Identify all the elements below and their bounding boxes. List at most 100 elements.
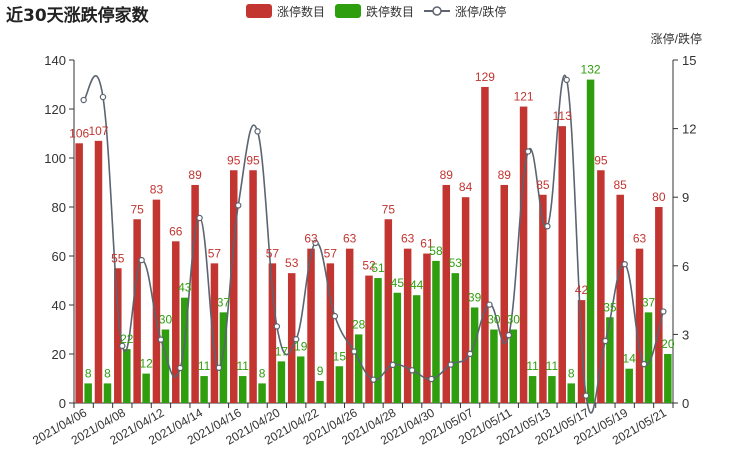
ratio-point[interactable] xyxy=(408,367,416,374)
bar-up[interactable] xyxy=(326,263,335,403)
bar-down[interactable] xyxy=(296,356,305,403)
bar-up[interactable] xyxy=(500,184,509,403)
bar-down[interactable] xyxy=(354,334,363,403)
ratio-point[interactable] xyxy=(447,361,454,368)
ratio-point[interactable] xyxy=(312,239,319,247)
ratio-point[interactable] xyxy=(157,336,165,343)
ratio-point[interactable] xyxy=(370,376,377,383)
bar-down[interactable] xyxy=(335,366,344,403)
bar-down[interactable] xyxy=(258,383,266,403)
ratio-point[interactable] xyxy=(563,76,570,84)
bar-down-label: 11 xyxy=(237,359,250,373)
bar-down[interactable] xyxy=(161,329,170,404)
bar-up[interactable] xyxy=(539,194,547,403)
bar-down[interactable] xyxy=(432,260,440,403)
ratio-point[interactable] xyxy=(621,260,628,268)
bar-down[interactable] xyxy=(412,295,421,403)
bar-up[interactable] xyxy=(365,275,373,403)
bar-down[interactable] xyxy=(548,376,556,403)
bar-up[interactable] xyxy=(461,197,470,403)
bar-up[interactable] xyxy=(152,199,161,403)
ratio-point[interactable] xyxy=(466,350,474,358)
bar-down[interactable] xyxy=(567,383,575,403)
bar-up[interactable] xyxy=(423,253,431,403)
bar-up[interactable] xyxy=(172,241,180,403)
bar-up[interactable] xyxy=(616,194,624,403)
bar-up[interactable] xyxy=(558,126,566,404)
ratio-point[interactable] xyxy=(254,128,261,135)
ratio-point[interactable] xyxy=(235,202,242,209)
bar-down-label: 12 xyxy=(139,357,153,371)
bar-up[interactable] xyxy=(114,268,122,403)
ratio-point[interactable] xyxy=(602,337,609,345)
bar-down[interactable] xyxy=(451,273,460,403)
ratio-point[interactable] xyxy=(138,256,145,264)
ratio-line-group xyxy=(80,74,667,414)
bar-up[interactable] xyxy=(210,263,219,403)
ratio-point[interactable] xyxy=(428,375,435,383)
bar-down[interactable] xyxy=(490,329,498,404)
bar-down[interactable] xyxy=(664,354,672,403)
ratio-point[interactable] xyxy=(119,342,126,350)
legend-item-ratio[interactable]: 涨停/跌停 xyxy=(424,4,506,19)
bar-down[interactable] xyxy=(219,312,228,403)
bar-down[interactable] xyxy=(200,376,208,403)
bar-up[interactable] xyxy=(229,170,238,403)
bar-down[interactable] xyxy=(374,278,382,403)
bar-down[interactable] xyxy=(625,368,633,403)
bar-down[interactable] xyxy=(644,312,653,403)
ratio-point[interactable] xyxy=(273,323,281,330)
bar-up[interactable] xyxy=(75,143,83,404)
bar-down[interactable] xyxy=(103,383,112,403)
bar-up[interactable] xyxy=(268,263,277,403)
bar-down[interactable] xyxy=(277,361,286,403)
legend-item-down[interactable]: 跌停数目 xyxy=(335,4,414,19)
legend-item-up[interactable]: 涨停数目 xyxy=(246,4,325,19)
bar-down-label: 30 xyxy=(159,313,173,327)
bar-down[interactable] xyxy=(316,380,324,403)
ratio-point[interactable] xyxy=(80,96,87,104)
ratio-point[interactable] xyxy=(582,392,590,399)
bar-up[interactable] xyxy=(481,86,489,403)
bar-down[interactable] xyxy=(238,376,247,403)
bar-up[interactable] xyxy=(249,170,257,403)
bar-down[interactable] xyxy=(509,329,518,404)
bar-down[interactable] xyxy=(586,79,595,403)
bar-up[interactable] xyxy=(655,207,663,403)
ratio-point[interactable] xyxy=(524,148,532,155)
ratio-point[interactable] xyxy=(389,361,397,369)
bar-up[interactable] xyxy=(597,170,605,403)
ratio-point[interactable] xyxy=(196,214,203,222)
ratio-point[interactable] xyxy=(177,364,184,372)
bar-up[interactable] xyxy=(345,248,354,403)
ratio-point[interactable] xyxy=(331,312,339,320)
bar-up[interactable] xyxy=(519,106,528,404)
ratio-point[interactable] xyxy=(350,348,358,355)
bar-up[interactable] xyxy=(307,248,315,403)
bar-down[interactable] xyxy=(123,349,131,403)
bar-up[interactable] xyxy=(94,140,103,403)
ratio-point[interactable] xyxy=(544,223,551,230)
ratio-point[interactable] xyxy=(640,360,648,368)
bar-up[interactable] xyxy=(403,248,412,403)
ratio-point[interactable] xyxy=(486,301,493,308)
ratio-point[interactable] xyxy=(505,331,512,339)
ratio-point[interactable] xyxy=(293,336,300,343)
bar-down[interactable] xyxy=(528,376,537,403)
bar-down[interactable] xyxy=(181,297,189,403)
bar-down[interactable] xyxy=(84,383,92,403)
ratio-point[interactable] xyxy=(215,364,223,371)
bar-up[interactable] xyxy=(384,219,393,403)
bar-down[interactable] xyxy=(470,307,479,403)
bar-up[interactable] xyxy=(635,248,644,403)
ratio-point[interactable] xyxy=(660,308,667,315)
bar-up[interactable] xyxy=(442,184,451,403)
bar-down[interactable] xyxy=(393,292,402,403)
bar-up[interactable] xyxy=(133,219,141,403)
bar-up[interactable] xyxy=(287,273,296,403)
bar-up[interactable] xyxy=(191,184,199,403)
ratio-point[interactable] xyxy=(99,93,107,101)
bar-down[interactable] xyxy=(142,373,150,403)
bar-up-label: 83 xyxy=(150,183,164,197)
bar-down[interactable] xyxy=(606,317,614,403)
